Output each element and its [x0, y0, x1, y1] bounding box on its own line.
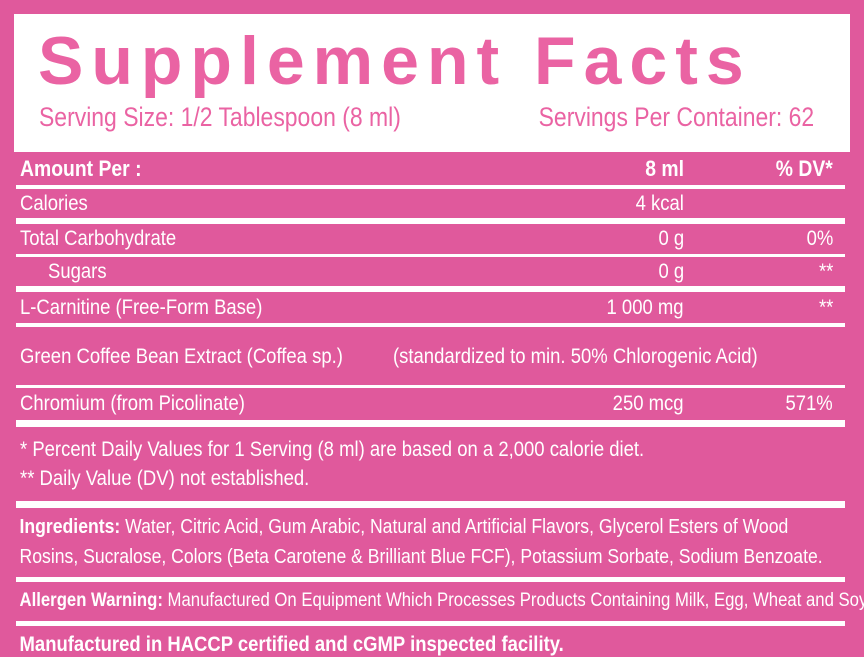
row-name: Chromium (from Picolinate)	[20, 392, 245, 415]
facts-table: Amount Per : 8 ml % DV* Calories 4 kcal …	[16, 152, 864, 657]
ingredients-text: Water, Citric Acid, Gum Arabic, Natural …	[19, 516, 823, 568]
row-name: Green Coffee Bean Extract (Coffea sp.)	[20, 344, 343, 368]
divider	[16, 385, 845, 388]
table-row-l-carnitine: L-Carnitine (Free-Form Base) 1 000 mg **	[16, 292, 845, 323]
row-dv: 0%	[806, 227, 833, 250]
divider	[16, 254, 845, 257]
row-dv: 571%	[785, 392, 833, 415]
allergen-text: Manufactured On Equipment Which Processe…	[167, 590, 864, 611]
allergen-section: Allergen Warning: Manufactured On Equipm…	[16, 582, 864, 621]
footnotes: * Percent Daily Values for 1 Serving (8 …	[16, 427, 845, 501]
divider	[16, 577, 845, 582]
table-row-sugars: Sugars 0 g **	[16, 257, 845, 286]
table-row-green-coffee: Green Coffee Bean Extract (Coffea sp.) (…	[16, 327, 845, 385]
divider	[16, 323, 845, 327]
row-amount: 0 g	[658, 227, 684, 250]
row-name: L-Carnitine (Free-Form Base)	[20, 295, 263, 319]
row-name: Calories	[20, 191, 88, 215]
row-dv: **	[818, 259, 833, 283]
ingredients-section: Ingredients: Water, Citric Acid, Gum Ara…	[16, 508, 847, 577]
row-name: Total Carbohydrate	[20, 227, 177, 250]
column-amount: 8 ml	[645, 155, 684, 181]
row-amount: 250 mcg	[613, 392, 684, 415]
ingredients-label: Ingredients:	[19, 516, 121, 538]
servings-per-container: Servings Per Container: 62	[538, 102, 814, 132]
column-dv: % DV*	[775, 155, 833, 181]
table-header-row: Amount Per : 8 ml % DV*	[16, 152, 845, 185]
row-dv: **	[818, 295, 833, 319]
allergen-label: Allergen Warning:	[19, 590, 163, 611]
table-row-total-carbohydrate: Total Carbohydrate 0 g 0%	[16, 224, 845, 254]
table-row-calories: Calories 4 kcal	[16, 189, 845, 218]
divider	[16, 185, 845, 189]
table-row-chromium: Chromium (from Picolinate) 250 mcg 571%	[16, 388, 845, 420]
row-name: Sugars	[48, 259, 107, 283]
page-title: Supplement Facts	[38, 23, 752, 99]
header-panel: Supplement Facts Serving Size: 1/2 Table…	[14, 14, 850, 152]
row-amount: 4 kcal	[635, 191, 684, 215]
divider	[16, 286, 845, 292]
divider	[16, 501, 845, 508]
row-amount: 0 g	[658, 259, 684, 283]
serving-size: Serving Size: 1/2 Tablespoon (8 ml)	[39, 102, 401, 132]
divider	[16, 420, 845, 427]
facility-note: Manufactured in HACCP certified and cGMP…	[19, 633, 564, 656]
column-amount-per: Amount Per :	[20, 155, 142, 181]
divider	[16, 218, 845, 224]
divider	[16, 621, 845, 626]
row-name-line2: (standardized to min. 50% Chlorogenic Ac…	[392, 344, 758, 368]
serving-info-row: Serving Size: 1/2 Tablespoon (8 ml) Serv…	[14, 95, 850, 133]
footnote-daily-values: * Percent Daily Values for 1 Serving (8 …	[20, 438, 645, 461]
footnote-dv-not-established: ** Daily Value (DV) not established.	[20, 467, 310, 490]
row-amount: 1 000 mg	[606, 295, 684, 319]
